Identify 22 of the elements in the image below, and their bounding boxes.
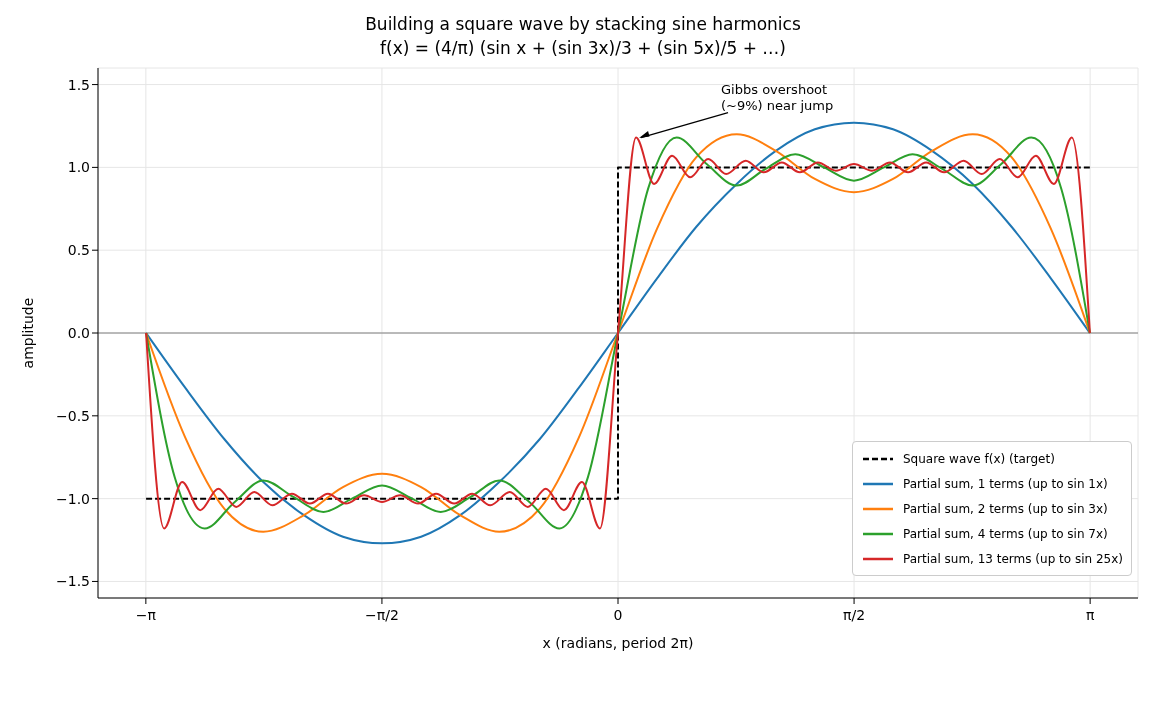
chart-subtitle: f(x) = (4/π) (sin x + (sin 3x)/3 + (sin 5x)/5 + …) — [379, 38, 787, 58]
y-tick-label: 0.0 — [67, 324, 90, 341]
legend-label: Partial sum, 13 terms (up to sin 25x) — [903, 551, 1123, 566]
legend-label: Square wave f(x) (target) — [903, 451, 1055, 466]
x-axis-title: x (radians, period 2π) — [542, 635, 694, 651]
y-tick-label: 0.5 — [67, 242, 90, 259]
annotation: Gibbs overshoot (~9%) near jump — [721, 81, 834, 113]
y-tick-label: −0.5 — [56, 407, 90, 424]
legend-label: Partial sum, 4 terms (up to sin 7x) — [903, 526, 1108, 541]
x-tick-label: π/2 — [843, 607, 866, 623]
y-tick-label: 1.5 — [67, 76, 90, 93]
legend-label: Partial sum, 2 terms (up to sin 3x) — [903, 501, 1108, 516]
legend-label: Partial sum, 1 terms (up to sin 1x) — [903, 476, 1108, 491]
x-tick-label: −π/2 — [365, 607, 399, 623]
y-tick-label: −1.5 — [56, 573, 90, 590]
y-axis-title: amplitude — [19, 297, 36, 369]
x-tick-label: π — [1085, 607, 1095, 623]
x-tick-label: −π — [135, 607, 157, 623]
y-tick-label: 1.0 — [67, 159, 90, 176]
y-tick-label: −1.0 — [56, 490, 90, 507]
chart-title: Building a square wave by stacking sine harmonics — [364, 14, 802, 34]
x-tick-label: 0 — [613, 607, 623, 623]
